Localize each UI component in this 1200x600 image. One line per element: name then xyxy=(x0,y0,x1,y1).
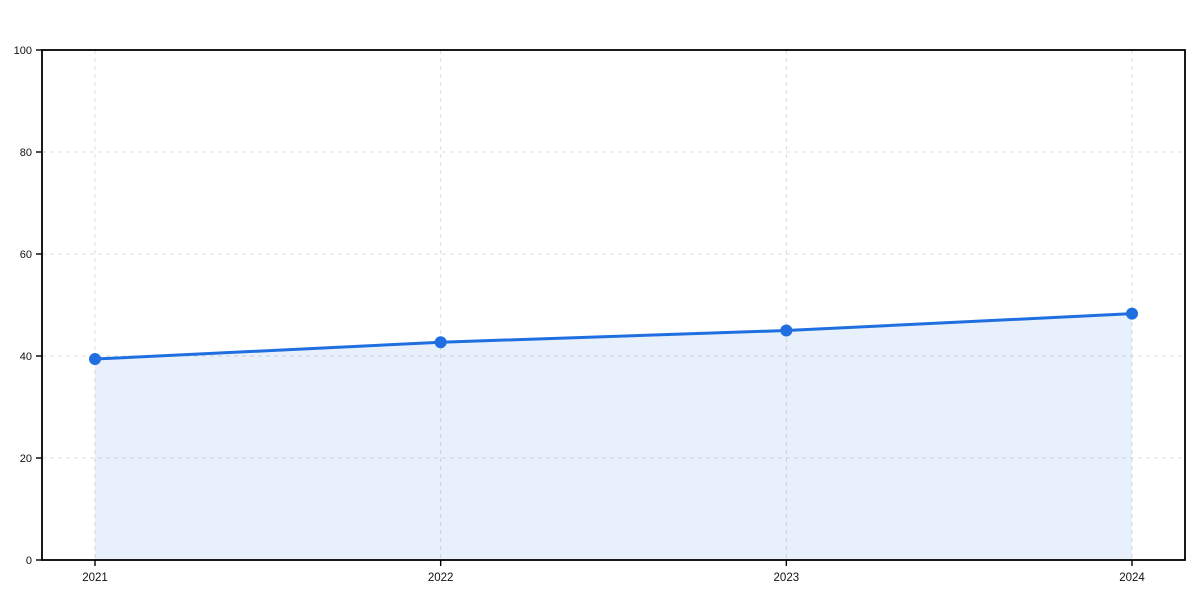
x-tick-label: 2022 xyxy=(428,572,454,584)
area-fill xyxy=(95,313,1132,560)
y-tick-label: 0 xyxy=(26,555,32,567)
x-tick-label: 2023 xyxy=(774,572,800,584)
x-tick-label: 2021 xyxy=(82,572,108,584)
axis-frame xyxy=(41,49,1186,561)
x-tick-label: 2024 xyxy=(1119,572,1145,584)
y-tick-label: 40 xyxy=(20,351,32,363)
data-point xyxy=(434,336,447,349)
y-tick-label: 100 xyxy=(14,45,32,57)
y-tick-label: 60 xyxy=(20,249,32,261)
data-point xyxy=(1126,307,1138,320)
data-point xyxy=(89,353,101,366)
trend-line xyxy=(93,312,1134,361)
y-tick-label: 80 xyxy=(20,147,32,159)
y-tick-label: 20 xyxy=(20,453,32,465)
data-point xyxy=(780,324,793,337)
